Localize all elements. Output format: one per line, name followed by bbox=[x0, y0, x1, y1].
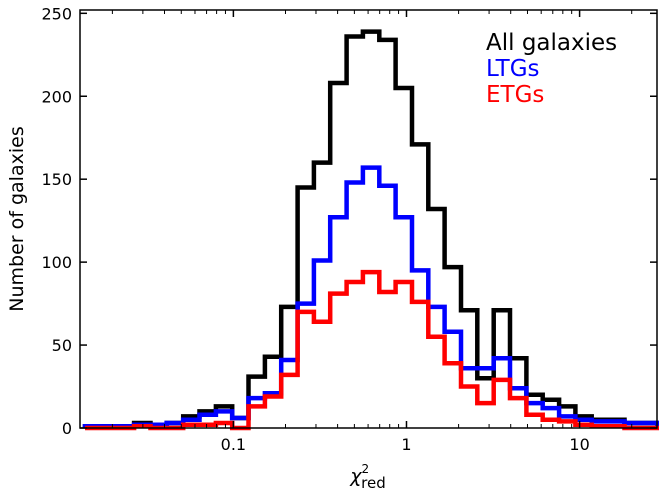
plot-frame bbox=[79, 9, 658, 429]
y-tick-label-4: 200 bbox=[41, 87, 72, 106]
legend-entry-0: All galaxies bbox=[486, 30, 617, 56]
ticks-layer bbox=[80, 10, 657, 429]
x-axis-label-superscript: 2 bbox=[362, 462, 370, 476]
series-line-0 bbox=[82, 29, 659, 429]
x-axis-label-subscript: red bbox=[361, 474, 386, 490]
legend-entry-2: ETGs bbox=[486, 82, 544, 108]
y-axis-label: Number of galaxies bbox=[6, 126, 28, 311]
y-tick-label-0: 0 bbox=[62, 419, 72, 438]
x-tick-label-2: 10 bbox=[569, 435, 589, 454]
y-tick-label-2: 100 bbox=[41, 253, 72, 272]
series-layer bbox=[82, 29, 659, 431]
tick-labels: 0 50 100 150 200 250 0.1 1 10 bbox=[41, 4, 589, 454]
x-axis-label-base: χ bbox=[349, 465, 362, 487]
series-line-2 bbox=[85, 269, 659, 431]
legend-entry-1: LTGs bbox=[486, 56, 540, 82]
y-tick-label-1: 50 bbox=[52, 336, 72, 355]
x-axis-label: χ2 red bbox=[349, 462, 385, 490]
x-tick-label-1: 1 bbox=[401, 435, 411, 454]
x-tick-label-0: 0.1 bbox=[221, 435, 246, 454]
y-tick-label-5: 250 bbox=[41, 4, 72, 23]
y-tick-label-3: 150 bbox=[41, 170, 72, 189]
series-line-1 bbox=[82, 165, 659, 429]
